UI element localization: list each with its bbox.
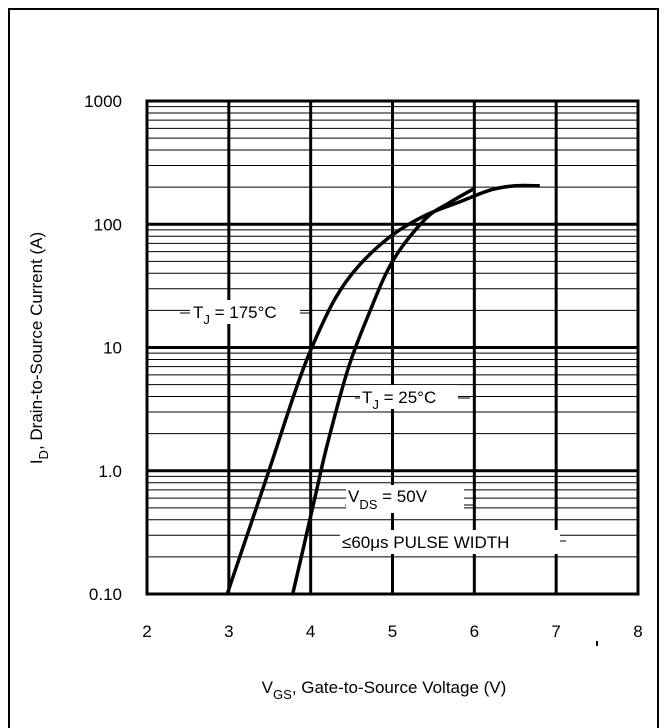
x-axis-label: VGS, Gate-to-Source Voltage (V) xyxy=(262,678,507,702)
x-tick-label: 7 xyxy=(551,622,560,641)
x-tick-label: 8 xyxy=(633,622,642,641)
y-tick-label: 1000 xyxy=(84,92,122,111)
y-tick-label: 0.10 xyxy=(89,585,122,604)
series-line-tj-25 xyxy=(290,186,476,595)
y-axis-label: ID, Drain-to-Source Current (A) xyxy=(27,232,51,464)
series-line-tj-175 xyxy=(225,183,540,595)
annotation-tj-175-text: TJ = 175°C xyxy=(193,303,277,327)
y-tick-label: 1.0 xyxy=(98,462,122,481)
y-tick-label: 10 xyxy=(103,339,122,358)
annotation-vds-text: VDS = 50V xyxy=(348,487,428,512)
x-tick-label: 4 xyxy=(306,622,315,641)
annotation-pulse-text: ≤60μs PULSE WIDTH xyxy=(342,533,509,552)
annotation-vds: VDS = 50V xyxy=(345,485,475,513)
x-tick-label: 5 xyxy=(388,622,397,641)
plot-border xyxy=(145,99,640,596)
annotation-pulse: ≤60μs PULSE WIDTH xyxy=(340,530,566,554)
annotation-tj-175: TJ = 175°C xyxy=(180,300,310,327)
figure-frame xyxy=(8,8,659,728)
annotation-tj-25-text: TJ = 25°C xyxy=(362,388,436,412)
y-tick-labels: 1000 100 10 1.0 0.10 xyxy=(84,92,122,604)
x-tick-label: 6 xyxy=(470,622,479,641)
curves xyxy=(225,183,540,595)
y-tick-label: 100 xyxy=(94,215,122,234)
x-tick-label: 2 xyxy=(142,622,151,641)
annotation-tj-25: TJ = 25°C xyxy=(355,385,470,412)
stray-mark xyxy=(596,641,598,646)
x-tick-labels: 2 3 4 5 6 7 8 xyxy=(142,622,642,641)
x-tick-label: 3 xyxy=(224,622,233,641)
